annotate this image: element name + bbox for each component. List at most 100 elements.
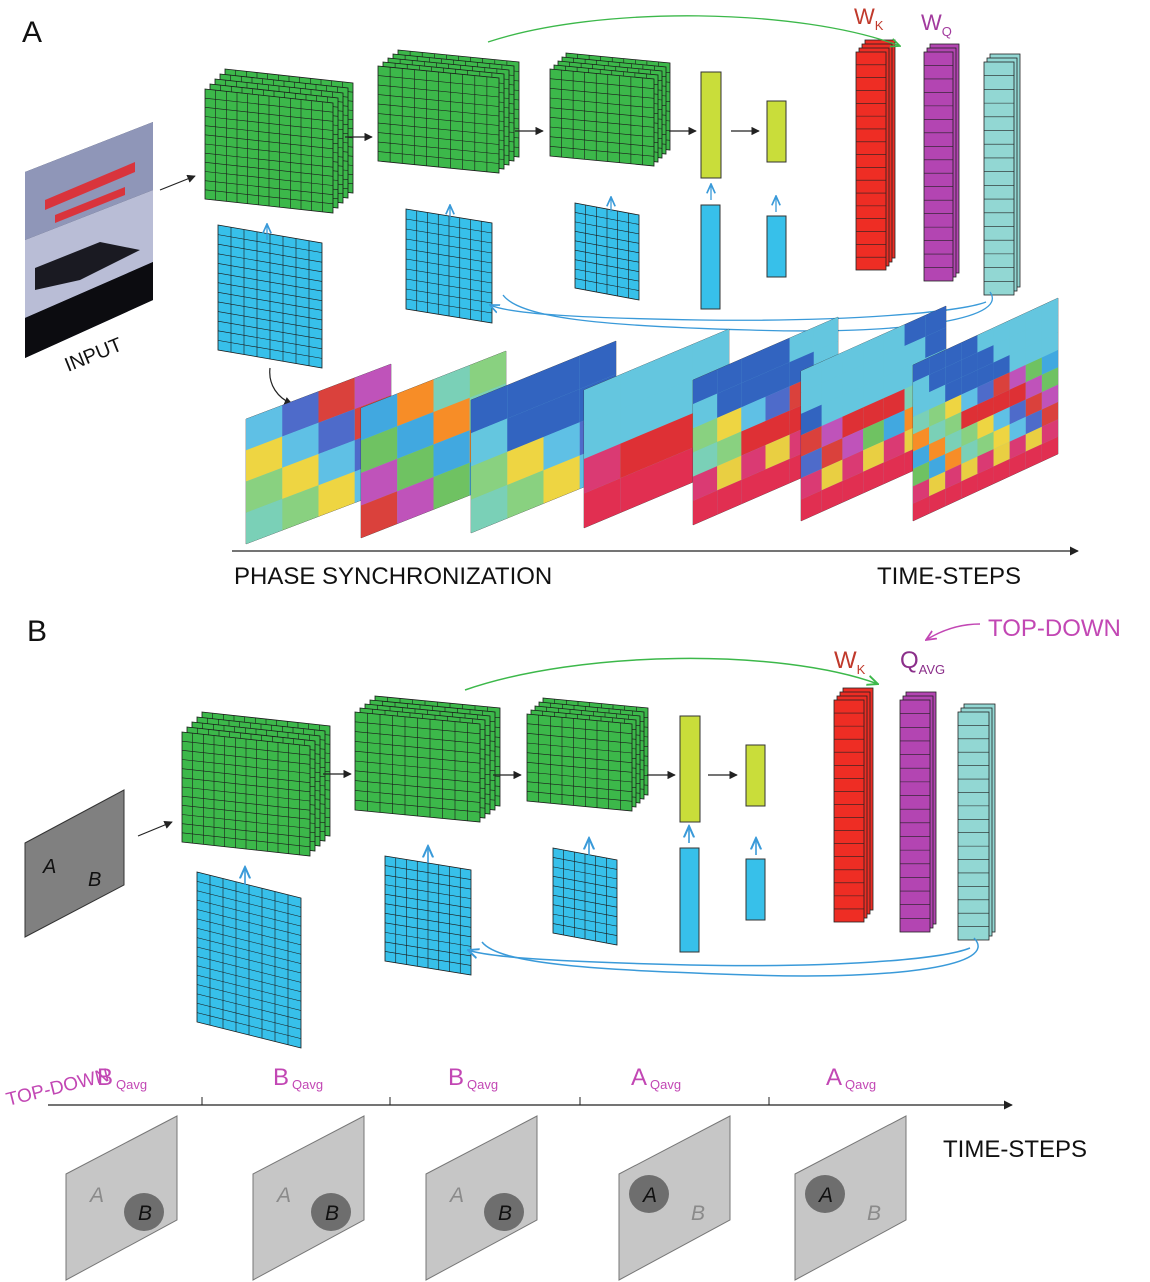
frame-cell xyxy=(801,490,822,521)
feature-map-lines xyxy=(354,713,481,821)
frame-cell xyxy=(801,468,822,500)
frame-cell xyxy=(765,434,790,470)
column-slab xyxy=(899,699,931,933)
time-steps-label-a: TIME-STEPS xyxy=(877,563,1021,590)
column-lines xyxy=(984,75,1014,282)
timeline-label: A Qavg xyxy=(826,1064,876,1092)
phase-sync-label: PHASE SYNCHRONIZATION xyxy=(234,563,552,590)
frame-cell xyxy=(282,422,319,468)
input-image: INPUT xyxy=(25,122,153,377)
frame-cell xyxy=(813,317,838,352)
phase-grid-2 xyxy=(405,208,493,324)
frame-cell xyxy=(282,454,319,499)
frame-cell xyxy=(993,389,1010,415)
frame-letter-a: A xyxy=(88,1184,104,1207)
frame-cell xyxy=(929,471,946,497)
frame-cell xyxy=(993,407,1010,432)
frame-cell xyxy=(246,467,283,513)
frame-cell xyxy=(977,345,994,370)
phase-dense-2 xyxy=(766,215,787,278)
phase-grid-1 xyxy=(217,224,323,369)
column-lines xyxy=(834,712,864,910)
focus-circle xyxy=(805,1175,845,1213)
frame-cell xyxy=(1041,350,1058,375)
frame-cell xyxy=(929,384,946,410)
feature-map-lines xyxy=(181,733,311,855)
frame-cell xyxy=(842,386,864,417)
frame-cell xyxy=(1009,416,1026,442)
phase-dense-2 xyxy=(745,858,766,921)
timeline-frame: AB xyxy=(794,1115,907,1281)
frame-cell xyxy=(361,426,398,473)
timeline-frame: AB xyxy=(618,1115,731,1281)
frame-cell xyxy=(1025,357,1042,383)
top-down-arrow xyxy=(926,623,981,640)
column-lines xyxy=(924,65,953,268)
frame-cell xyxy=(318,471,355,517)
frame-cell xyxy=(1009,330,1026,355)
wk-label: WK xyxy=(834,647,866,677)
frame-cell xyxy=(961,473,978,499)
frame-cell xyxy=(765,410,790,446)
frame-cell xyxy=(584,374,621,425)
frame-cell xyxy=(397,412,434,459)
panel-a-label: A xyxy=(22,16,42,49)
phase-dense-1 xyxy=(679,847,700,953)
frame-cell xyxy=(842,471,864,503)
frame-cell xyxy=(1041,419,1058,445)
input-ab-image: A B xyxy=(24,789,125,938)
frame-cell xyxy=(543,389,580,437)
frame-cell xyxy=(717,455,742,491)
frame-cell xyxy=(913,357,930,383)
frame-cell xyxy=(1041,436,1058,462)
frame-cell xyxy=(863,419,884,451)
frame-cell xyxy=(1009,312,1026,338)
frame-cell xyxy=(693,417,718,453)
frame-cell xyxy=(1041,402,1058,427)
qavg-label: QAVG xyxy=(900,647,945,677)
feature-map-lines xyxy=(549,70,655,165)
feature-stack-2 xyxy=(377,49,520,174)
panel-b-label: B xyxy=(27,615,47,648)
frame-cell xyxy=(993,372,1010,398)
frame-cell xyxy=(656,344,693,394)
frame-cell xyxy=(913,444,930,469)
frame-cell xyxy=(977,327,994,353)
frame-cell xyxy=(821,395,843,426)
frame-cell xyxy=(397,379,434,427)
phase-grid-2 xyxy=(384,855,472,976)
frame-cell xyxy=(361,458,398,506)
focus-circle xyxy=(484,1193,524,1231)
frame-cell xyxy=(717,479,742,515)
frame-letter-a: A xyxy=(817,1184,833,1207)
frame-cell xyxy=(246,405,283,451)
frame-cell xyxy=(961,335,978,360)
frame-cell xyxy=(863,462,884,494)
frame-cell xyxy=(620,394,657,444)
frame-cell xyxy=(842,450,864,481)
wk-column xyxy=(855,39,896,271)
feature-map-lines xyxy=(526,715,633,810)
time-steps-label-b: TIME-STEPS xyxy=(943,1136,1087,1163)
phase-map-lines xyxy=(384,857,472,974)
frame-cell xyxy=(821,352,843,384)
frame-cell xyxy=(913,426,930,452)
phase-map-lines xyxy=(405,210,493,322)
column-slab xyxy=(833,699,865,923)
focus-circle xyxy=(311,1193,351,1231)
frame-cell xyxy=(1041,384,1058,410)
feature-stack-1 xyxy=(204,68,354,214)
dense-layer-1 xyxy=(679,715,701,823)
frame-cell xyxy=(507,470,544,519)
frame-cell xyxy=(1025,322,1042,348)
phase-column xyxy=(983,53,1021,296)
frame-cell xyxy=(961,387,978,412)
frame-cell xyxy=(1009,451,1026,477)
frame-cell xyxy=(842,343,864,374)
frame-cell xyxy=(318,409,355,454)
timeline-label: B Qavg xyxy=(97,1064,147,1092)
frame-cell xyxy=(821,373,843,405)
frame-cell xyxy=(620,359,657,410)
frame-cell xyxy=(801,404,822,436)
timeline-frame: AB xyxy=(252,1115,365,1281)
